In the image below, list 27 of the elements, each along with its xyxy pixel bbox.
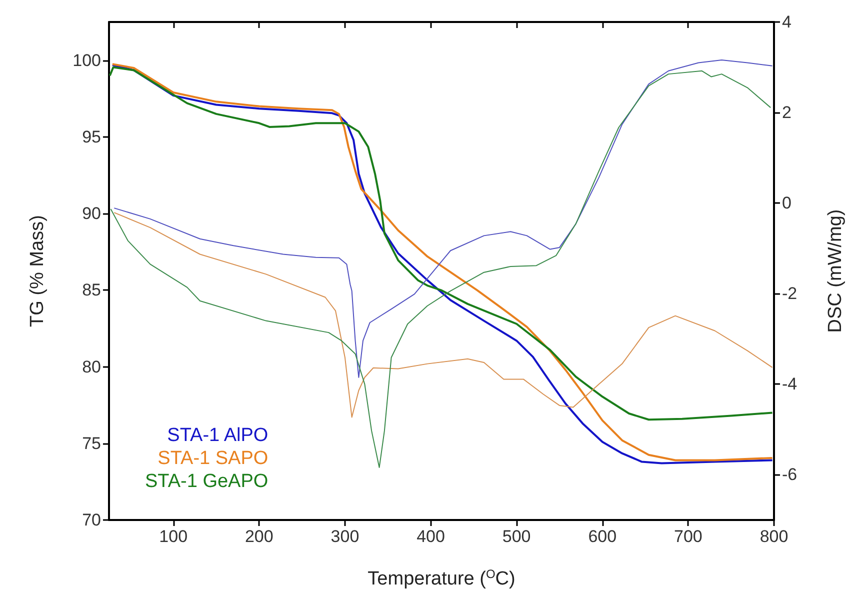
text: STA-1 GeAPO	[144, 471, 268, 492]
x-tick-label: 800	[760, 527, 788, 546]
x-tick-label: 500	[502, 527, 531, 546]
text: STA-1 AlPO	[167, 425, 268, 446]
y2-tick-label: 4	[782, 12, 792, 32]
y-tick-label: 85	[82, 280, 101, 300]
y2-tick-label: 2	[782, 103, 792, 122]
x-tick-label: 700	[674, 527, 702, 546]
x-tick-label: 600	[588, 527, 617, 546]
line-series	[114, 212, 773, 418]
x-tick-label: 100	[159, 527, 188, 546]
x-tick-label: 200	[244, 527, 274, 546]
y-tick-label: 75	[82, 434, 101, 453]
y2-tick-label: -4	[782, 374, 798, 394]
y-tick-label: 80	[82, 357, 101, 376]
y2-tick-label: -6	[782, 465, 798, 484]
y-tick-label: 100	[72, 50, 101, 70]
y-tick-label: 70	[82, 510, 101, 530]
text: STA-1 SAPO	[158, 448, 268, 469]
y-tick-label: 95	[82, 127, 101, 146]
y-tick-label: 90	[82, 204, 101, 224]
y2-tick-label: -2	[782, 284, 798, 304]
x-tick-label: 300	[330, 527, 360, 546]
y-axis-title: TG (% Mass)	[27, 215, 48, 327]
x-tick-label: 400	[416, 527, 445, 546]
y2-axis-title: DSC (mW/mg)	[825, 209, 846, 333]
y2-tick-label: 0	[782, 194, 792, 213]
